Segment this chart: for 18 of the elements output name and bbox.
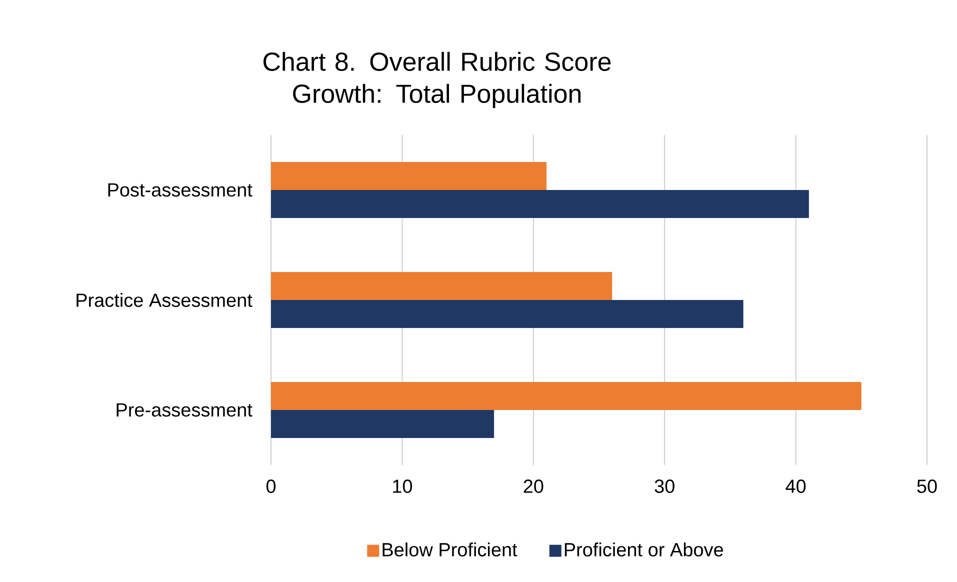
x-tick-label: 40 [786,480,806,493]
y-tick-label: Post-assessment [108,183,252,197]
legend-label: Proficient or Above [564,542,724,556]
x-tick-label: 50 [917,480,937,493]
bar [271,410,494,438]
legend-label: Below Proficient [382,542,518,556]
y-tick-label: Pre-assessment [116,403,252,417]
bar [271,382,862,410]
x-tick-label: 10 [393,480,412,493]
bar [271,162,547,190]
chart-title: Chart 8. Overall Rubric Score Growth: Total Population [264,52,611,108]
x-tick-label: 30 [654,480,674,493]
bar [271,300,744,328]
x-tick-label: 20 [524,480,544,493]
x-tick-label: 0 [266,480,276,493]
bar [271,272,612,300]
y-tick-label: Practice Assessment [76,293,252,307]
bar [271,190,809,218]
